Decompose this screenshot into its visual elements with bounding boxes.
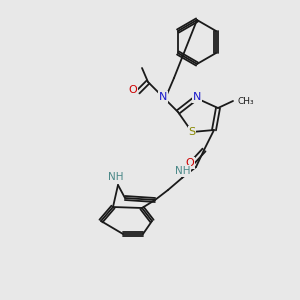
Text: CH₃: CH₃ xyxy=(238,97,255,106)
Text: NH: NH xyxy=(175,166,190,176)
Text: O: O xyxy=(186,158,194,168)
Text: O: O xyxy=(129,85,137,95)
Text: S: S xyxy=(188,127,196,137)
Text: N: N xyxy=(159,92,167,102)
Text: NH: NH xyxy=(108,172,124,182)
Text: N: N xyxy=(193,92,201,102)
